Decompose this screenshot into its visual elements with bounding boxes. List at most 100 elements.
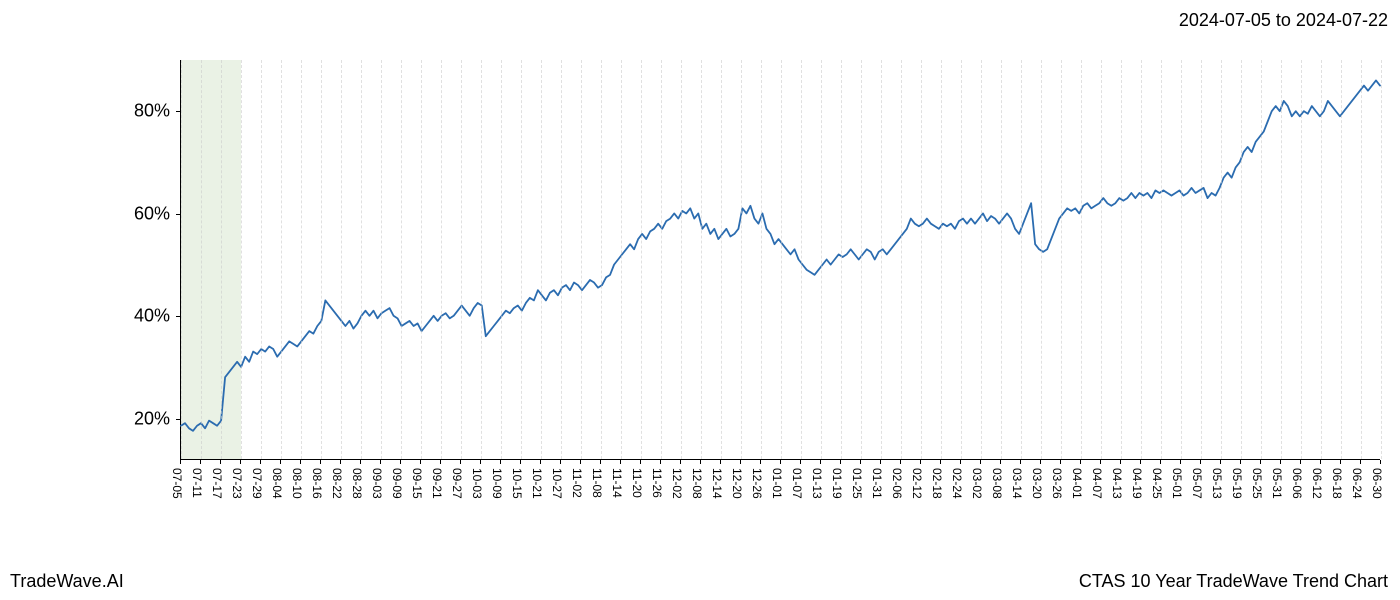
gridline-vertical: [661, 60, 662, 459]
gridline-vertical: [201, 60, 202, 459]
gridline-vertical: [1081, 60, 1082, 459]
x-tick-label: 12-20: [730, 468, 744, 499]
gridline-vertical: [1321, 60, 1322, 459]
gridline-vertical: [1001, 60, 1002, 459]
plot-area: [180, 60, 1380, 460]
x-tick-mark: [460, 460, 461, 464]
gridline-vertical: [701, 60, 702, 459]
y-tick-mark: [176, 214, 180, 215]
gridline-vertical: [1361, 60, 1362, 459]
gridline-vertical: [281, 60, 282, 459]
x-tick-mark: [620, 460, 621, 464]
x-tick-label: 07-17: [210, 468, 224, 499]
gridline-vertical: [721, 60, 722, 459]
x-tick-mark: [1160, 460, 1161, 464]
x-tick-label: 08-16: [310, 468, 324, 499]
gridline-vertical: [1141, 60, 1142, 459]
x-tick-label: 06-30: [1370, 468, 1384, 499]
x-tick-label: 07-05: [170, 468, 184, 499]
gridline-vertical: [621, 60, 622, 459]
x-tick-mark: [680, 460, 681, 464]
x-tick-label: 06-24: [1350, 468, 1364, 499]
x-tick-label: 04-25: [1150, 468, 1164, 499]
gridline-vertical: [901, 60, 902, 459]
gridline-vertical: [361, 60, 362, 459]
gridline-vertical: [821, 60, 822, 459]
gridline-vertical: [441, 60, 442, 459]
x-tick-label: 05-01: [1170, 468, 1184, 499]
x-tick-mark: [1000, 460, 1001, 464]
gridline-vertical: [1241, 60, 1242, 459]
x-tick-mark: [780, 460, 781, 464]
x-tick-mark: [360, 460, 361, 464]
gridline-vertical: [181, 60, 182, 459]
x-tick-mark: [1320, 460, 1321, 464]
gridline-vertical: [221, 60, 222, 459]
x-tick-mark: [700, 460, 701, 464]
x-tick-mark: [720, 460, 721, 464]
x-tick-mark: [200, 460, 201, 464]
x-tick-mark: [1180, 460, 1181, 464]
x-tick-mark: [240, 460, 241, 464]
gridline-vertical: [1221, 60, 1222, 459]
gridline-vertical: [941, 60, 942, 459]
x-tick-mark: [880, 460, 881, 464]
x-tick-mark: [740, 460, 741, 464]
x-tick-label: 08-28: [350, 468, 364, 499]
gridline-vertical: [521, 60, 522, 459]
x-tick-label: 02-24: [950, 468, 964, 499]
x-tick-label: 06-06: [1290, 468, 1304, 499]
x-tick-mark: [860, 460, 861, 464]
gridline-vertical: [1301, 60, 1302, 459]
x-tick-mark: [560, 460, 561, 464]
x-tick-label: 12-08: [690, 468, 704, 499]
x-tick-mark: [1220, 460, 1221, 464]
x-tick-mark: [440, 460, 441, 464]
gridline-vertical: [1121, 60, 1122, 459]
x-tick-mark: [1280, 460, 1281, 464]
x-tick-label: 01-07: [790, 468, 804, 499]
gridline-vertical: [381, 60, 382, 459]
gridline-vertical: [881, 60, 882, 459]
gridline-vertical: [1261, 60, 1262, 459]
y-tick-mark: [176, 111, 180, 112]
gridline-vertical: [241, 60, 242, 459]
x-tick-label: 01-13: [810, 468, 824, 499]
y-tick-label: 20%: [134, 408, 170, 429]
x-tick-mark: [820, 460, 821, 464]
gridline-vertical: [801, 60, 802, 459]
x-tick-mark: [1360, 460, 1361, 464]
x-tick-mark: [1020, 460, 1021, 464]
x-tick-mark: [400, 460, 401, 464]
x-tick-mark: [960, 460, 961, 464]
gridline-vertical: [741, 60, 742, 459]
gridline-vertical: [301, 60, 302, 459]
x-tick-label: 10-03: [470, 468, 484, 499]
gridline-vertical: [1281, 60, 1282, 459]
gridline-vertical: [1181, 60, 1182, 459]
x-tick-mark: [840, 460, 841, 464]
x-tick-mark: [920, 460, 921, 464]
x-tick-label: 09-03: [370, 468, 384, 499]
x-tick-mark: [1200, 460, 1201, 464]
x-tick-label: 01-31: [870, 468, 884, 499]
x-tick-mark: [660, 460, 661, 464]
x-tick-mark: [940, 460, 941, 464]
x-tick-label: 05-07: [1190, 468, 1204, 499]
x-tick-mark: [1300, 460, 1301, 464]
gridline-vertical: [781, 60, 782, 459]
gridline-vertical: [261, 60, 262, 459]
x-tick-label: 09-21: [430, 468, 444, 499]
gridline-vertical: [1201, 60, 1202, 459]
x-tick-label: 08-22: [330, 468, 344, 499]
brand-label: TradeWave.AI: [10, 571, 124, 592]
gridline-vertical: [421, 60, 422, 459]
x-tick-mark: [1140, 460, 1141, 464]
gridline-vertical: [401, 60, 402, 459]
chart-title: CTAS 10 Year TradeWave Trend Chart: [1079, 571, 1388, 592]
x-tick-label: 11-20: [630, 468, 644, 498]
x-tick-mark: [420, 460, 421, 464]
x-tick-label: 01-19: [830, 468, 844, 499]
y-tick-label: 40%: [134, 306, 170, 327]
x-tick-label: 10-27: [550, 468, 564, 499]
